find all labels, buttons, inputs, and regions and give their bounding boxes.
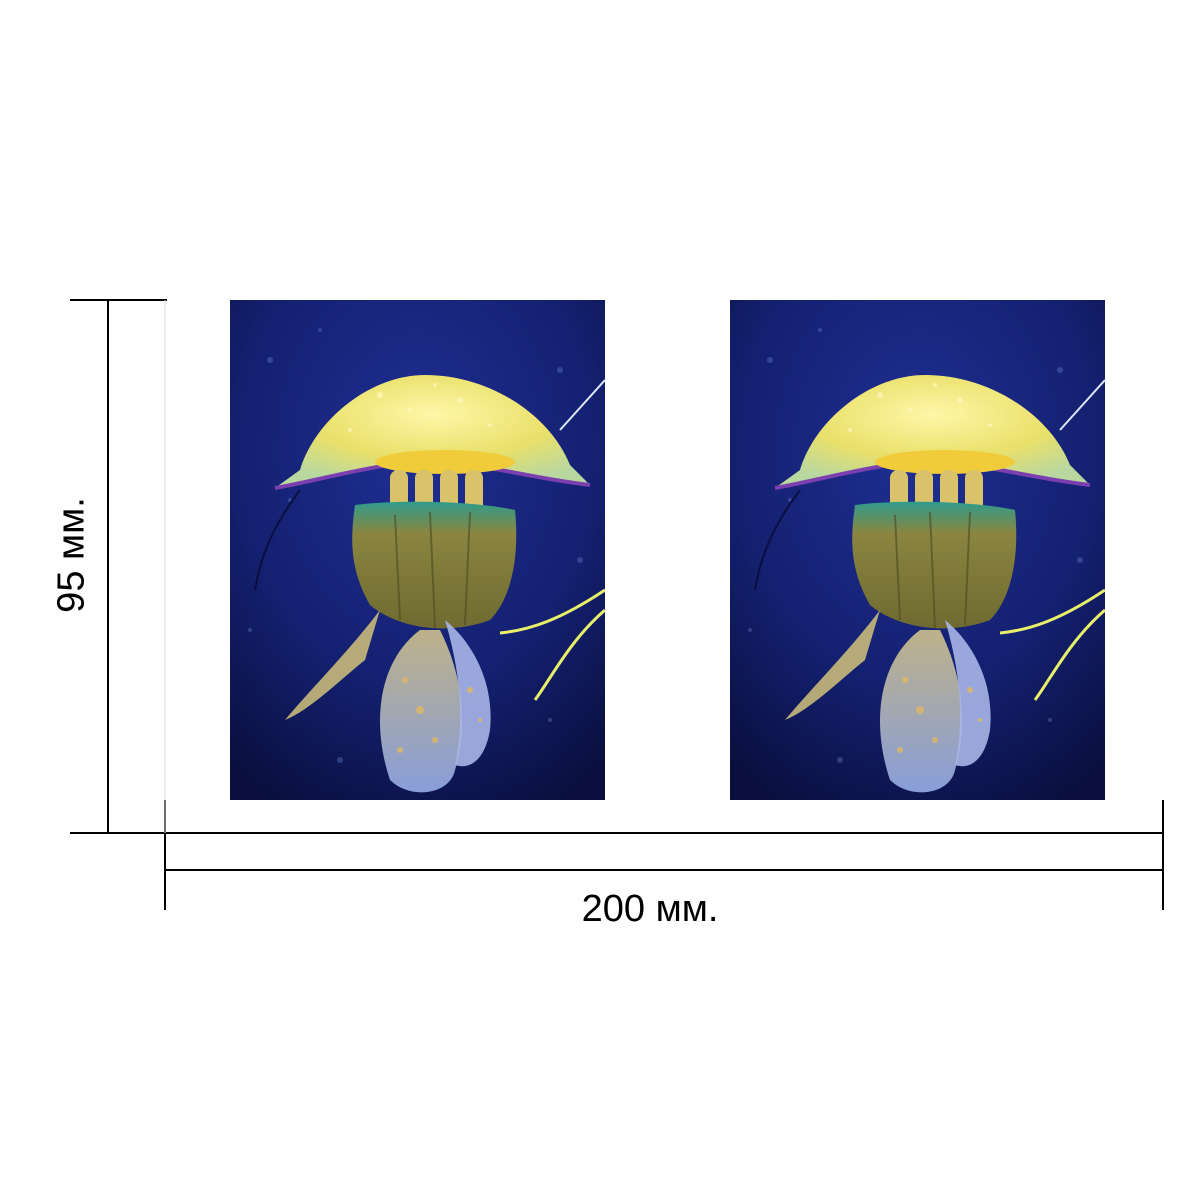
jellyfish-image [230,300,605,800]
jellyfish-photo-left [230,300,605,800]
jellyfish-image [730,300,1105,800]
height-label: 95 мм. [50,497,93,613]
jellyfish-photo-right [730,300,1105,800]
width-label: 200 мм. [581,888,719,930]
